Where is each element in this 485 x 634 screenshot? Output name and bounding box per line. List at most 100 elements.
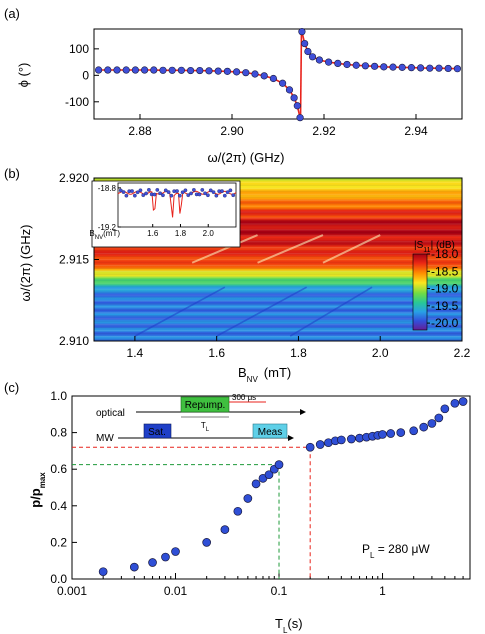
panel-c-xtick-label: 0.01	[164, 584, 188, 598]
panel-b-xtick-label: 1.4	[127, 346, 144, 360]
panel-c-power-sub: L	[370, 551, 375, 560]
panel-c-frame	[71, 395, 471, 580]
panel-a-point	[298, 28, 306, 36]
panel-b-plot: 1.4 1.6 1.8 2.0 2.2 2.910 2.915 2.920 -18.0 -18.5…	[59, 171, 471, 360]
panel-a-point	[177, 66, 185, 74]
panel-a-point	[389, 63, 397, 71]
panel-a-xlabel: ω/(2π) (GHz)	[208, 150, 285, 165]
panel-c-point	[274, 460, 284, 469]
panel-a-point	[417, 64, 425, 72]
panel-b-label: (b)	[4, 166, 20, 181]
panel-c-point	[396, 428, 406, 437]
panel-a-point	[269, 74, 278, 83]
panel-b-inset-xtick-label: 1.6	[147, 229, 159, 238]
panel-b-inset-point	[141, 193, 146, 198]
panel-a-xtick-label: 2.88	[128, 124, 152, 138]
panel-b-xtick-label: 2.0	[372, 346, 389, 360]
panel-b-inset-point	[155, 188, 160, 192]
panel-b-xlabel: BNV (mT)	[238, 365, 291, 384]
panel-b-inset-xlabel-unit: (mT)	[103, 229, 120, 238]
panel-b-cbar-label-main: |S	[414, 240, 424, 251]
panel-a-point	[113, 66, 121, 74]
panel-a-point	[279, 79, 287, 87]
panel-b-inset-xlabel-sub: NV	[95, 235, 103, 241]
panel-a-point	[260, 72, 268, 80]
panel-a-point	[398, 63, 406, 71]
panel-a-ytick-label: 100	[69, 42, 89, 56]
panel-b-inset-point	[211, 190, 216, 195]
panel-c-power-annotation: PL = 280 μW	[362, 542, 430, 560]
panel-c-ytick-label: 0.4	[50, 499, 67, 513]
panel-a-point	[435, 64, 443, 72]
panel-a-fit-left	[98, 69, 301, 118]
panel-b-inset-xlabel-main: B	[89, 229, 94, 238]
panel-b-inset-point	[208, 188, 213, 193]
panel-b-inset-point	[118, 188, 123, 193]
panel-a-point	[159, 66, 167, 74]
panel-c-label: (c)	[4, 380, 19, 395]
panel-c-xlabel-unit: (s)	[287, 616, 302, 631]
panel-a-point	[131, 66, 139, 74]
panel-b-cbar-tick-label: -20.0	[431, 316, 459, 330]
panel-c-point	[315, 440, 325, 449]
panel-b-inset-point	[147, 188, 151, 192]
panel-a-point	[214, 67, 222, 75]
panel-c-point	[347, 434, 356, 444]
panel-a-point	[251, 70, 259, 78]
panel-c-point	[129, 562, 139, 572]
panel-c-point	[458, 397, 468, 406]
panel-b-cbar-label-sub: 11	[423, 247, 430, 254]
panel-a-point	[407, 64, 416, 72]
panel-b-inset-point	[152, 192, 157, 197]
panel-a-xtick-label: 2.92	[312, 124, 336, 138]
panel-c-xtick-label: 1	[379, 584, 386, 598]
panel-b-cbar-tick-label: -18.5	[431, 264, 459, 278]
panel-c-ylabel-sub: max	[38, 472, 47, 489]
panel-a-point	[104, 66, 112, 74]
panel-a-point	[205, 67, 213, 75]
panel-a-point	[242, 69, 250, 77]
panel-c-xlabel-sub: L	[283, 626, 288, 634]
panel-b-inset-point	[180, 190, 185, 195]
panel-a-point	[168, 66, 176, 74]
panel-b-xtick-label: 2.2	[454, 346, 471, 360]
panel-a-label: (a)	[4, 6, 20, 21]
panel-b-xtick-label: 1.6	[208, 346, 225, 360]
panel-a-point	[223, 67, 231, 75]
panel-b-ytick-label: 2.915	[59, 253, 89, 267]
panel-b-resonance-trace	[289, 286, 373, 337]
panel-b-inset-point	[175, 189, 179, 193]
panel-c-point	[148, 558, 157, 567]
panel-c-seq-delay-label: 300 μs	[232, 393, 256, 402]
panel-c-ylabel: p/pmax	[28, 472, 47, 508]
panel-b-inset-point	[189, 191, 193, 196]
panel-c-ytick-label: 1.0	[50, 389, 67, 403]
panel-a-point	[352, 61, 360, 69]
panel-a-fit-jump	[299, 31, 303, 118]
panel-c-power-p: P	[362, 542, 370, 556]
panel-b-inset-point	[161, 193, 165, 198]
panel-a-point	[380, 63, 388, 71]
panel-a-point	[290, 94, 298, 102]
panel-c-ylabel-main: p/p	[28, 488, 43, 508]
panel-b-inset-point	[214, 193, 219, 198]
panel-b-inset-point	[166, 190, 171, 194]
panel-c-point	[427, 419, 437, 428]
panel-b-resonance-trace	[257, 234, 324, 264]
panel-a-ytick-label: 0	[82, 68, 89, 82]
panel-c-seq-mw-label: MW	[96, 433, 114, 444]
panel-c-point	[440, 404, 450, 414]
panel-b-inset-point	[231, 193, 236, 198]
panel-c-point	[434, 413, 444, 423]
panel-b-resonance-trace	[216, 286, 308, 337]
panel-b-xlabel-unit: (mT)	[264, 365, 291, 380]
panel-a-point	[141, 66, 149, 74]
panel-c-seq-optical-label: optical	[96, 408, 125, 419]
panel-a-xtick-label: 2.94	[404, 124, 428, 138]
panel-b-inset-point	[200, 188, 205, 192]
panel-b-inset-point	[203, 191, 207, 196]
panel-a-point	[325, 58, 333, 66]
panel-b-inset-xtick-label: 2.0	[203, 229, 215, 238]
panel-a-point	[94, 66, 103, 74]
panel-a-point	[122, 66, 130, 74]
